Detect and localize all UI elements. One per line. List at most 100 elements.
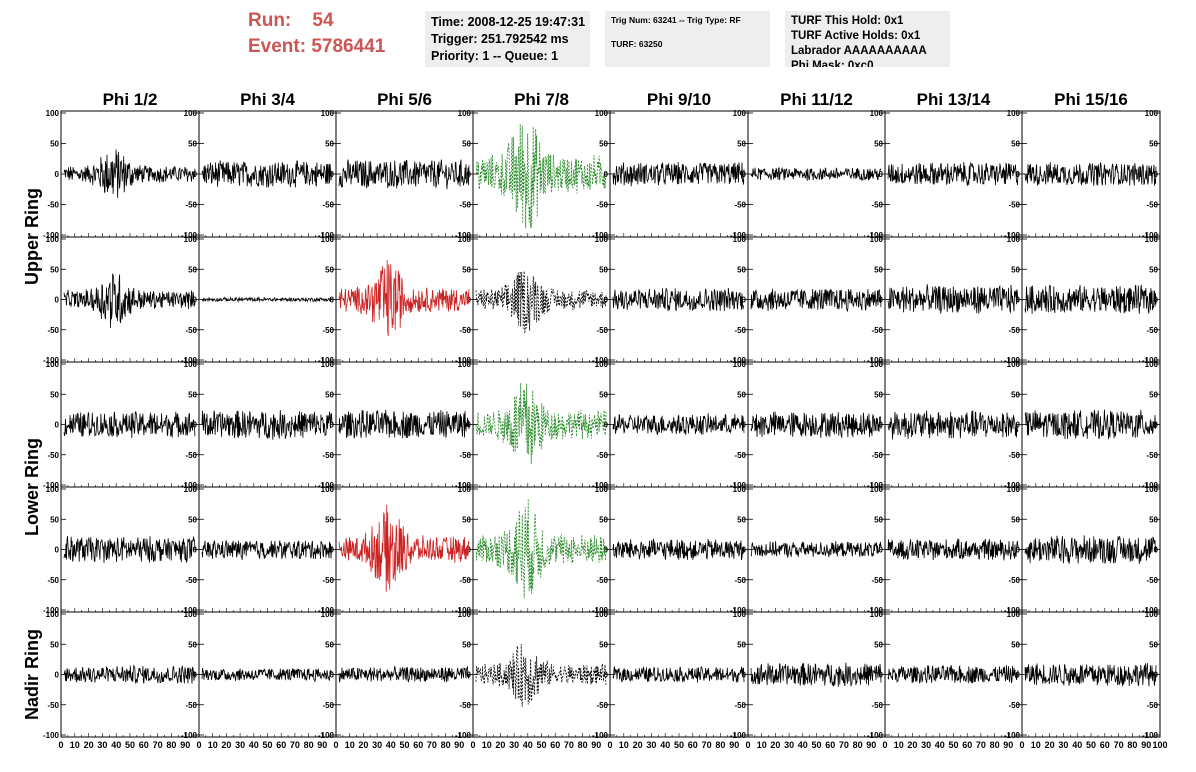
y-tick-label: -100	[318, 606, 335, 615]
x-tick-label: 40	[386, 740, 396, 750]
y-tick-label: 100	[733, 485, 747, 494]
run-label: Run:	[248, 10, 292, 31]
y-tick-label: -50	[185, 701, 197, 710]
y-tick-label: 0	[330, 546, 335, 555]
y-tick-label: 50	[737, 640, 746, 649]
y-tick-label: 100	[1145, 360, 1159, 369]
x-tick-label: 30	[1058, 740, 1068, 750]
x-tick-label: 0	[333, 740, 338, 750]
y-tick-label: -50	[734, 451, 746, 460]
y-tick-label: -50	[734, 576, 746, 585]
y-tick-label: 100	[1007, 360, 1021, 369]
x-tick-label: 90	[454, 740, 464, 750]
column-title: Phi 3/4	[240, 90, 295, 109]
y-tick-label: 100	[321, 235, 335, 244]
y-tick-label: -100	[1004, 231, 1021, 240]
x-tick-label: 60	[962, 740, 972, 750]
y-tick-label: 50	[1149, 265, 1158, 274]
x-tick-label: 60	[139, 740, 149, 750]
y-tick-label: -100	[1004, 481, 1021, 490]
panel-frame	[1021, 486, 1161, 613]
y-tick-label: -100	[181, 481, 198, 490]
waveform-trace	[338, 259, 470, 337]
y-tick-label: 100	[184, 610, 198, 619]
y-tick-label: -100	[867, 356, 884, 365]
x-tick-label: 60	[1100, 740, 1110, 750]
x-tick-label: 20	[221, 740, 231, 750]
x-tick-label: 60	[550, 740, 560, 750]
y-tick-label: 100	[458, 610, 472, 619]
y-tick-label: -50	[459, 576, 471, 585]
x-tick-label: 20	[84, 740, 94, 750]
y-tick-label: 100	[184, 235, 198, 244]
column-title: Phi 1/2	[103, 90, 158, 109]
y-tick-label: 0	[55, 546, 60, 555]
x-tick-label: 30	[509, 740, 519, 750]
y-tick-label: 0	[1016, 546, 1021, 555]
y-tick-label: 50	[874, 640, 883, 649]
y-tick-label: 0	[1016, 421, 1021, 430]
y-tick-label: -100	[1004, 356, 1021, 365]
y-tick-label: 0	[604, 170, 609, 179]
event-label: Event:	[248, 36, 307, 57]
y-tick-label: -50	[734, 701, 746, 710]
labrador-text: Labrador AAAAAAAAAA	[791, 45, 927, 57]
y-tick-label: 100	[733, 109, 747, 118]
x-tick-label: 70	[290, 740, 300, 750]
x-tick-label: 0	[607, 740, 612, 750]
y-tick-label: -100	[318, 231, 335, 240]
y-tick-label: -100	[181, 231, 198, 240]
y-tick-label: 100	[595, 610, 609, 619]
x-tick-label: 50	[1086, 740, 1096, 750]
x-tick-label: 0	[882, 740, 887, 750]
y-tick-label: 100	[46, 235, 60, 244]
y-tick-label: -50	[322, 451, 334, 460]
waveform-trace	[750, 662, 882, 687]
y-tick-label: 0	[467, 546, 472, 555]
y-tick-label: 0	[742, 296, 747, 305]
y-tick-label: 100	[870, 610, 884, 619]
x-tick-label: 40	[1072, 740, 1082, 750]
y-tick-label: -100	[867, 481, 884, 490]
waveform-trace	[612, 162, 745, 187]
x-tick-label: 40	[111, 740, 121, 750]
y-tick-label: 100	[870, 235, 884, 244]
y-tick-label: -100	[867, 606, 884, 615]
waveform-trace	[750, 288, 882, 312]
y-tick-label: -50	[1008, 326, 1020, 335]
y-tick-label: -100	[1142, 231, 1159, 240]
y-tick-label: -50	[459, 451, 471, 460]
y-tick-label: -100	[1004, 731, 1021, 740]
y-tick-label: -50	[459, 701, 471, 710]
y-tick-label: 100	[184, 360, 198, 369]
y-tick-label: -50	[734, 326, 746, 335]
y-tick-label: 100	[458, 485, 472, 494]
x-tick-label: 70	[427, 740, 437, 750]
y-tick-label: 100	[458, 235, 472, 244]
y-tick-label: 50	[1011, 265, 1020, 274]
y-tick-label: -50	[871, 326, 883, 335]
waveform-trace	[475, 382, 607, 464]
y-tick-label: 0	[604, 546, 609, 555]
y-tick-label: -50	[185, 326, 197, 335]
y-tick-label: -100	[181, 731, 198, 740]
y-tick-label: -50	[47, 576, 59, 585]
x-tick-label: 10	[757, 740, 767, 750]
y-tick-label: 0	[330, 671, 335, 680]
waveform-trace	[201, 409, 333, 440]
y-tick-label: 50	[1011, 515, 1020, 524]
y-tick-label: 50	[462, 515, 471, 524]
x-tick-label: 20	[770, 740, 780, 750]
y-tick-label: 100	[733, 360, 747, 369]
y-tick-label: 100	[46, 610, 60, 619]
column-title: Phi 11/12	[780, 90, 853, 109]
x-tick-label: 30	[784, 740, 794, 750]
x-tick-label: 10	[1031, 740, 1041, 750]
y-tick-label: 100	[321, 485, 335, 494]
waveform-trace	[612, 287, 745, 312]
waveform-trace	[338, 409, 470, 439]
column-title: Phi 9/10	[647, 90, 711, 109]
y-tick-label: 0	[604, 421, 609, 430]
waveform-trace	[612, 538, 745, 561]
y-tick-label: 50	[1149, 390, 1158, 399]
